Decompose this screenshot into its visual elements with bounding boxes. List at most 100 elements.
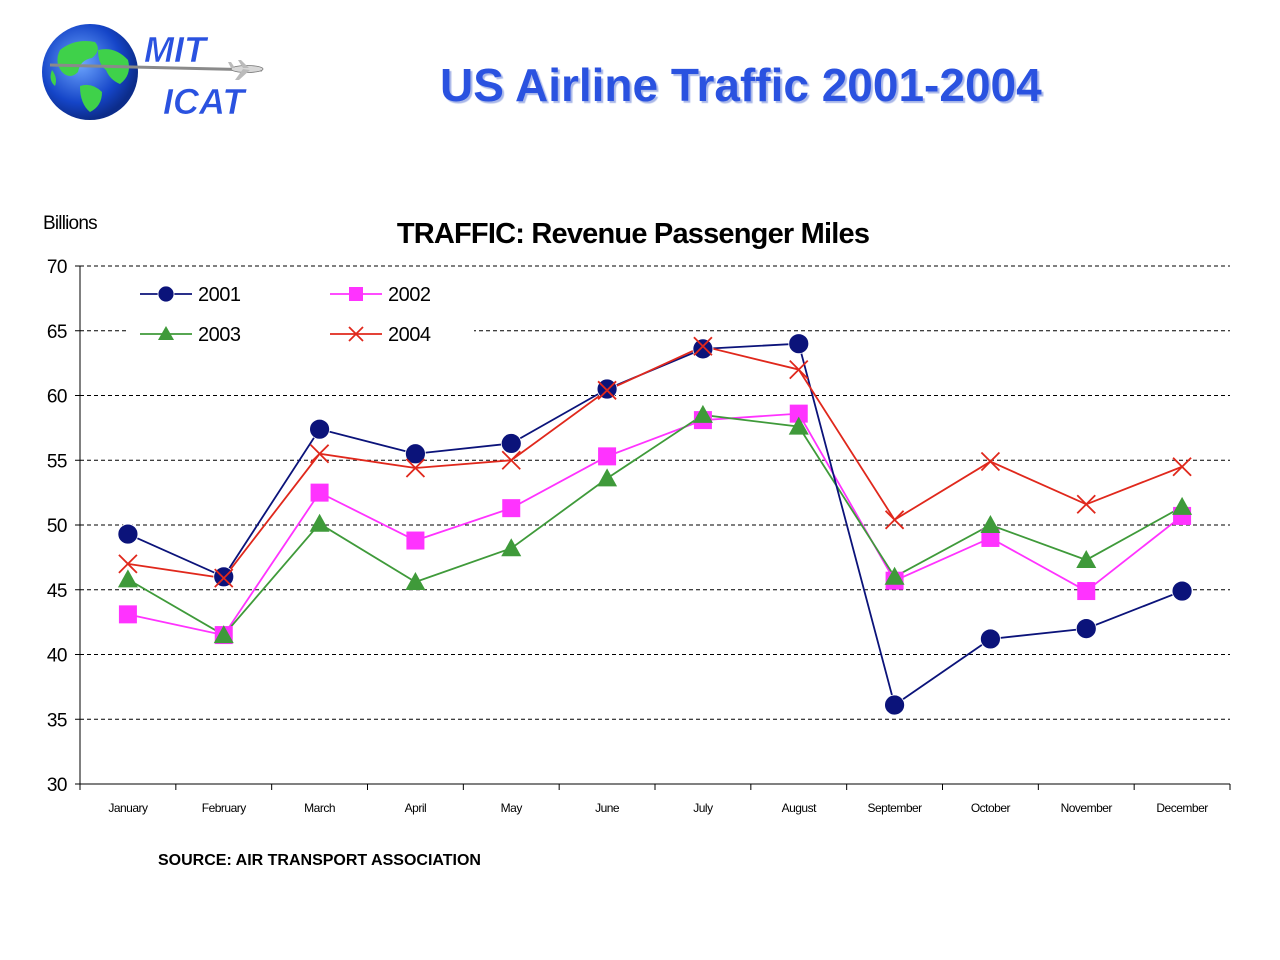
data-point-stroke — [980, 451, 1001, 472]
data-point — [788, 416, 809, 435]
legend-item-2002: 2002 — [330, 284, 431, 306]
legend-label: 2004 — [388, 324, 431, 346]
mit-icat-logo: MIT ICAT — [42, 24, 264, 122]
series-line-2004 — [127, 345, 1183, 580]
data-point-stroke — [118, 554, 138, 574]
data-point-stroke — [789, 359, 809, 380]
data-point — [405, 458, 426, 478]
data-point — [118, 554, 138, 574]
data-point — [118, 605, 137, 624]
data-point — [1077, 582, 1096, 601]
source-note: SOURCE: AIR TRANSPORT ASSOCIATION — [158, 852, 481, 869]
series-line-2002 — [127, 412, 1183, 637]
y-tick-label: 40 — [47, 646, 67, 667]
chart-title: TRAFFIC: Revenue Passenger Miles — [397, 218, 869, 250]
data-point — [309, 513, 330, 532]
data-point — [980, 515, 1001, 533]
legend: 2001 2002 2003 2004 — [126, 273, 474, 355]
data-point — [597, 468, 618, 487]
y-tick-label: 30 — [47, 775, 67, 796]
data-point — [980, 628, 1001, 650]
x-tick-label: September — [867, 801, 922, 815]
data-point — [1172, 496, 1193, 515]
legend-item-2001: 2001 — [140, 284, 241, 306]
data-point — [406, 531, 425, 550]
axis-layer: 30 35 40 45 50 55 60 65 70 January February March Ap… — [47, 257, 1231, 815]
data-point — [213, 566, 235, 588]
airplane-icon — [228, 60, 264, 80]
globe-icon — [42, 24, 138, 120]
y-tick-label: 60 — [47, 387, 67, 408]
data-point — [884, 510, 905, 530]
data-point — [1076, 549, 1097, 568]
data-point — [500, 433, 522, 454]
data-point — [692, 338, 714, 360]
data-point-stroke — [309, 444, 330, 464]
legend-item-2003: 2003 — [140, 324, 241, 346]
data-point — [348, 326, 364, 342]
data-point — [158, 326, 174, 340]
data-point-stroke — [214, 568, 234, 588]
y-tick-label: 50 — [47, 516, 67, 537]
data-point-stroke — [693, 336, 713, 356]
x-tick-label: April — [405, 801, 427, 815]
legend-label: 2003 — [198, 324, 241, 346]
y-tick-label: 35 — [47, 710, 67, 731]
legend-item-2004: 2004 — [330, 324, 431, 346]
data-point — [789, 359, 809, 380]
data-point — [692, 404, 713, 423]
data-point-stroke — [597, 380, 617, 400]
x-tick-label: December — [1156, 801, 1208, 815]
data-point — [157, 285, 175, 303]
y-tick-label: 70 — [47, 257, 67, 278]
data-point — [980, 451, 1001, 472]
x-tick-label: July — [693, 801, 713, 815]
y-tick-label: 65 — [47, 322, 67, 343]
data-point — [117, 569, 138, 588]
data-point — [1075, 618, 1097, 639]
data-point-stroke — [884, 510, 905, 530]
data-point — [405, 443, 426, 465]
data-point — [213, 625, 234, 644]
logo-text-icat: ICAT — [163, 81, 247, 122]
data-point — [693, 336, 713, 356]
x-tick-label: March — [304, 801, 335, 815]
data-point — [310, 483, 329, 502]
y-tick-label: 55 — [47, 451, 67, 472]
data-point — [1076, 494, 1096, 514]
legend-background — [126, 273, 474, 355]
y-axis-label: Billions — [43, 213, 97, 234]
series-line-2001 — [127, 342, 1183, 707]
x-tick-label: August — [782, 801, 818, 815]
data-point-stroke — [348, 326, 364, 342]
data-point — [884, 566, 905, 585]
data-point — [1172, 457, 1192, 477]
data-point — [788, 333, 810, 355]
legend-label: 2001 — [198, 284, 241, 306]
data-point — [597, 380, 617, 400]
data-point — [502, 499, 521, 518]
x-tick-label: October — [971, 801, 1011, 815]
x-tick-label: May — [501, 801, 523, 815]
data-point — [501, 450, 521, 470]
data-point — [981, 528, 1000, 547]
x-tick-label: June — [595, 801, 620, 815]
data-point — [1171, 580, 1193, 602]
y-tick-label: 45 — [47, 581, 67, 602]
data-point — [117, 523, 139, 545]
x-tick-label: February — [202, 801, 247, 815]
data-point — [405, 571, 426, 590]
data-point — [309, 418, 330, 440]
data-point-stroke — [1076, 494, 1096, 514]
legend-label: 2002 — [388, 284, 431, 306]
data-point — [214, 568, 234, 588]
series-layer — [117, 333, 1193, 716]
data-point — [789, 404, 808, 423]
data-point — [501, 538, 522, 557]
x-tick-label: November — [1061, 801, 1113, 815]
data-point — [349, 287, 363, 301]
data-point — [884, 694, 905, 716]
data-point — [596, 378, 618, 400]
